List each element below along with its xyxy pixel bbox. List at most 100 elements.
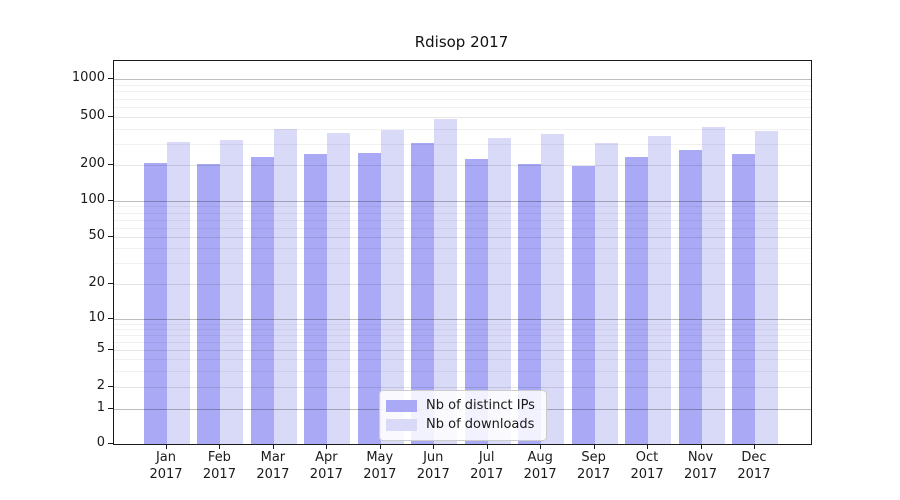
gridline-400 — [114, 128, 811, 130]
y-tick-label-0: 0 — [96, 435, 105, 450]
bar-distinct-ips-feb — [197, 164, 221, 444]
y-tick-label-500: 500 — [80, 108, 105, 123]
gridline-7 — [114, 334, 811, 336]
legend-row-distinct-ips: Nb of distinct IPs — [386, 396, 538, 415]
x-tick-mark-apr — [326, 444, 328, 449]
y-tick-mark-2 — [108, 386, 113, 387]
y-tick-label-2: 2 — [96, 378, 105, 393]
x-tick-mark-jul — [486, 444, 488, 449]
gridline-4 — [114, 359, 811, 360]
x-tick-mark-jan — [166, 444, 167, 449]
bar-distinct-ips-jul — [464, 159, 488, 444]
x-tick-label-jul: Jul 2017 — [470, 450, 504, 482]
bar-distinct-ips-mar — [250, 156, 274, 444]
gridline-500 — [114, 117, 811, 118]
x-tick-mark-sep — [593, 444, 595, 449]
bar-distinct-ips-oct — [625, 157, 649, 444]
x-tick-mark-nov — [700, 444, 702, 449]
bar-downloads-may — [380, 130, 404, 444]
plot-area — [113, 60, 812, 445]
gridline-600 — [114, 107, 811, 108]
bar-distinct-ips-aug — [518, 163, 542, 444]
gridline-3 — [114, 370, 811, 372]
gridline-60 — [114, 227, 811, 229]
gridline-40 — [114, 248, 811, 250]
x-tick-label-mar: Mar 2017 — [256, 450, 290, 482]
bar-distinct-ips-jun — [411, 142, 435, 444]
bar-distinct-ips-apr — [304, 153, 328, 444]
y-tick-mark-1000 — [108, 78, 113, 79]
bar-downloads-jul — [487, 137, 511, 444]
y-tick-label-1000: 1000 — [71, 70, 105, 85]
bar-downloads-apr — [327, 132, 351, 444]
x-tick-label-may: May 2017 — [363, 450, 397, 482]
legend-row-downloads: Nb of downloads — [386, 415, 538, 434]
bar-downloads-mar — [273, 128, 297, 444]
chart-title: Rdisop 2017 — [414, 33, 509, 51]
gridline-2 — [114, 387, 811, 388]
y-tick-mark-5 — [108, 349, 113, 350]
gridline-70 — [114, 219, 811, 221]
x-tick-label-feb: Feb 2017 — [202, 450, 236, 482]
gridline-50 — [114, 237, 811, 238]
gridline-700 — [114, 98, 811, 100]
gridline-6 — [114, 341, 811, 343]
bars-layer — [114, 61, 811, 444]
bar-distinct-ips-dec — [731, 153, 755, 444]
x-tick-mark-mar — [272, 444, 274, 449]
y-tick-mark-1 — [108, 408, 113, 409]
x-tick-label-nov: Nov 2017 — [683, 450, 718, 482]
y-tick-label-50: 50 — [88, 228, 105, 243]
bar-downloads-feb — [220, 140, 244, 444]
y-tick-label-200: 200 — [80, 156, 105, 171]
bar-downloads-aug — [541, 133, 565, 444]
y-tick-label-5: 5 — [96, 341, 105, 356]
x-tick-label-oct: Oct 2017 — [630, 450, 664, 482]
bar-distinct-ips-sep — [571, 165, 595, 444]
y-tick-label-20: 20 — [88, 275, 105, 290]
y-tick-label-10: 10 — [88, 310, 105, 325]
gridline-800 — [114, 91, 811, 93]
gridline-900 — [114, 84, 811, 86]
bar-distinct-ips-may — [357, 153, 381, 444]
y-tick-mark-0 — [108, 443, 113, 444]
gridline-9 — [114, 323, 811, 325]
gridline-200 — [114, 165, 811, 166]
gridline-30 — [114, 263, 811, 265]
x-tick-label-jan: Jan 2017 — [149, 450, 183, 482]
y-tick-mark-50 — [108, 236, 113, 237]
bar-downloads-oct — [648, 136, 672, 444]
x-tick-label-aug: Aug 2017 — [523, 450, 557, 482]
bar-downloads-jan — [167, 142, 190, 444]
legend: Nb of distinct IPs Nb of downloads — [379, 390, 547, 441]
bar-downloads-dec — [754, 131, 778, 444]
legend-label-distinct-ips: Nb of distinct IPs — [426, 398, 535, 413]
bar-distinct-ips-jan — [144, 163, 167, 444]
legend-swatch-distinct-ips — [386, 399, 417, 412]
gridline-100 — [114, 201, 811, 202]
y-tick-label-1: 1 — [96, 400, 105, 415]
bar-distinct-ips-nov — [678, 150, 702, 444]
y-tick-mark-500 — [108, 116, 113, 117]
gridline-300 — [114, 143, 811, 145]
gridline-10 — [114, 319, 811, 320]
x-tick-mark-aug — [540, 444, 542, 449]
x-tick-mark-jun — [433, 444, 435, 449]
grid-layer — [114, 61, 811, 444]
y-tick-mark-200 — [108, 164, 113, 165]
x-tick-label-dec: Dec 2017 — [737, 450, 771, 482]
x-tick-label-sep: Sep 2017 — [577, 450, 611, 482]
legend-swatch-downloads — [386, 418, 417, 431]
bar-downloads-sep — [594, 142, 618, 444]
gridline-5 — [114, 350, 811, 351]
x-tick-label-jun: Jun 2017 — [416, 450, 450, 482]
bar-downloads-jun — [434, 118, 458, 444]
bar-downloads-nov — [701, 127, 725, 444]
y-tick-mark-20 — [108, 283, 113, 284]
x-tick-mark-oct — [647, 444, 649, 449]
x-tick-mark-feb — [219, 444, 221, 449]
x-tick-mark-may — [379, 444, 381, 449]
gridline-20 — [114, 284, 811, 285]
x-tick-label-apr: Apr 2017 — [309, 450, 343, 482]
